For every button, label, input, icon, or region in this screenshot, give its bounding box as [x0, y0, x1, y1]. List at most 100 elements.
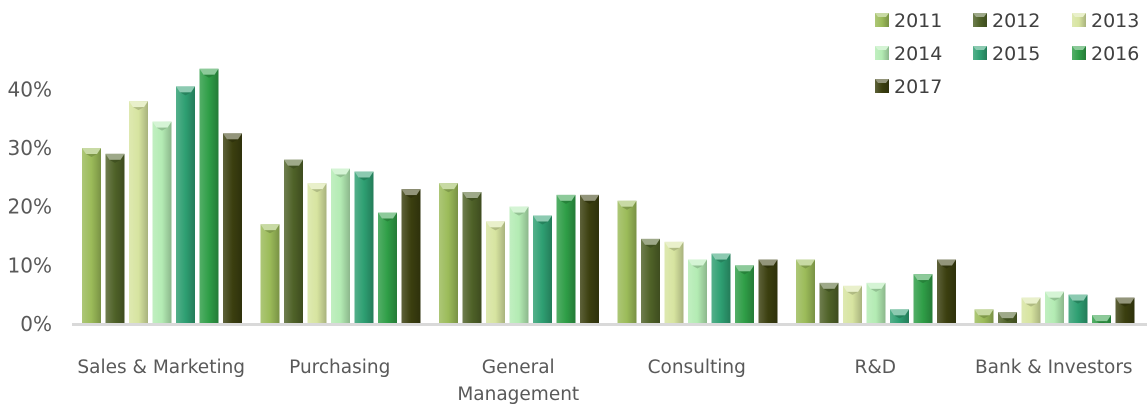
bar-cap-purchasing-2016	[378, 212, 397, 219]
bar-bevel-sales-marketing-2013	[133, 107, 144, 111]
bar-bevel-purchasing-2017	[405, 195, 417, 199]
bar-cap-sales-marketing-2012	[105, 153, 125, 160]
legend-item-2013: 2013	[1072, 10, 1139, 32]
bar-cap-bank-investors-2012	[998, 312, 1017, 319]
bar-sales-marketing-2017	[223, 133, 242, 324]
legend-item-2014: 2014	[875, 43, 942, 65]
bar-sales-marketing-2016	[199, 68, 219, 324]
bar-sales-marketing-2014	[152, 121, 172, 324]
bar-bevel-r-d-2017	[941, 265, 952, 269]
bar-bevel-r-d-2011	[800, 265, 811, 269]
bar-purchasing-2011	[260, 224, 280, 324]
x-axis: Sales & Marketing Purchasing General Manage…	[72, 323, 1147, 405]
bar-general-management-2012	[462, 192, 482, 324]
legend-item-2011: 2011	[875, 10, 942, 32]
bar-cap-purchasing-2014	[331, 168, 350, 175]
legend-swatch-cap-2015	[973, 46, 987, 50]
bar-consulting-2011	[617, 200, 637, 324]
bar-bevel-general-management-2011	[443, 189, 454, 193]
legend-swatch-cap-2017	[875, 79, 889, 83]
bar-bevel-consulting-2014	[692, 265, 703, 269]
bar-r-d-2016	[913, 274, 933, 324]
bar-bank-investors-2017	[1115, 297, 1135, 324]
legend-item-2017: 2017	[875, 76, 942, 98]
bar-bevel-bank-investors-2013	[1025, 303, 1037, 307]
bar-bevel-consulting-2016	[739, 271, 750, 275]
y-tick-label-20: 20%	[8, 195, 52, 219]
bar-cap-sales-marketing-2014	[152, 121, 172, 128]
bar-general-management-2014	[509, 206, 529, 324]
x-tick-label-sales-marketing: Sales & Marketing	[77, 357, 245, 378]
bar-cap-sales-marketing-2015	[176, 86, 195, 93]
bar-cap-sales-marketing-2011	[82, 148, 101, 154]
bar-bevel-bank-investors-2014	[1049, 297, 1060, 301]
bar-bevel-general-management-2015	[537, 221, 548, 225]
bar-bevel-r-d-2014	[870, 288, 882, 292]
bar-cap-r-d-2011	[796, 259, 815, 266]
bar-consulting-2012	[641, 238, 660, 324]
bar-bevel-consulting-2013	[668, 247, 680, 251]
bar-cap-purchasing-2013	[307, 183, 327, 190]
bar-cap-consulting-2016	[735, 265, 754, 272]
bar-cap-general-management-2014	[509, 206, 529, 213]
bar-general-management-2011	[439, 183, 458, 324]
bar-cap-bank-investors-2011	[974, 309, 994, 316]
y-tick-label-40: 40%	[8, 77, 52, 101]
bar-bevel-r-d-2012	[823, 288, 835, 292]
legend-label-2017: 2017	[894, 76, 942, 98]
bar-bevel-r-d-2016	[917, 280, 929, 284]
bar-cap-sales-marketing-2013	[129, 101, 148, 108]
bar-purchasing-2012	[284, 159, 303, 324]
bar-bevel-consulting-2012	[645, 244, 656, 248]
legend-label-2016: 2016	[1091, 43, 1139, 65]
bar-consulting-2014	[688, 259, 707, 324]
bar-cap-general-management-2015	[533, 215, 552, 222]
bar-general-management-2017	[580, 194, 599, 324]
bar-r-d-2014	[866, 282, 886, 324]
bar-sales-marketing-2011	[82, 148, 101, 324]
bar-cap-bank-investors-2016	[1092, 315, 1111, 322]
bar-cap-bank-investors-2015	[1068, 294, 1088, 301]
legend: 2011 2012 2013 2014 2015 2016 2017	[875, 10, 1139, 98]
bar-bevel-sales-marketing-2017	[227, 139, 238, 143]
bar-bevel-bank-investors-2016	[1096, 321, 1107, 325]
bar-cap-bank-investors-2013	[1021, 297, 1041, 304]
bar-cap-r-d-2015	[890, 309, 909, 316]
bar-cap-purchasing-2012	[284, 159, 303, 166]
x-tick-label-general-management: General Management	[457, 357, 579, 405]
bar-general-management-2015	[533, 215, 552, 324]
x-tick-label-purchasing: Purchasing	[289, 357, 390, 378]
bar-bevel-purchasing-2012	[288, 165, 299, 169]
bar-cap-general-management-2016	[556, 194, 576, 201]
bar-r-d-2012	[819, 282, 839, 324]
bar-bank-investors-2013	[1021, 297, 1041, 324]
bar-bevel-purchasing-2014	[335, 174, 346, 178]
bar-consulting-2013	[664, 241, 684, 324]
bar-cap-sales-marketing-2016	[199, 68, 219, 75]
legend-item-2012: 2012	[973, 10, 1040, 32]
legend-label-2013: 2013	[1091, 10, 1139, 32]
bar-cap-r-d-2013	[843, 285, 862, 292]
bar-bank-investors-2015	[1068, 294, 1088, 324]
bar-cap-purchasing-2017	[401, 189, 421, 196]
bar-bevel-general-management-2016	[560, 200, 572, 204]
bar-bevel-general-management-2014	[513, 212, 525, 216]
bar-cap-purchasing-2011	[260, 224, 280, 231]
bar-purchasing-2014	[331, 168, 350, 324]
bar-consulting-2015	[711, 253, 731, 324]
bar-cap-purchasing-2015	[354, 171, 374, 178]
bar-bevel-sales-marketing-2011	[86, 154, 97, 157]
legend-label-2012: 2012	[992, 10, 1040, 32]
bar-cap-consulting-2011	[617, 200, 637, 207]
bar-bevel-sales-marketing-2016	[203, 74, 215, 78]
bar-cap-consulting-2014	[688, 259, 707, 266]
y-axis: 0% 10% 20% 30% 40%	[8, 77, 52, 336]
bar-bevel-r-d-2013	[847, 291, 858, 295]
x-tick-label-consulting: Consulting	[648, 357, 746, 378]
bar-consulting-2016	[735, 265, 754, 324]
bar-r-d-2011	[796, 259, 815, 324]
bar-purchasing-2013	[307, 183, 327, 324]
bar-bevel-sales-marketing-2012	[109, 159, 121, 163]
bar-cap-consulting-2017	[758, 259, 778, 266]
legend-swatch-cap-2014	[875, 46, 889, 50]
